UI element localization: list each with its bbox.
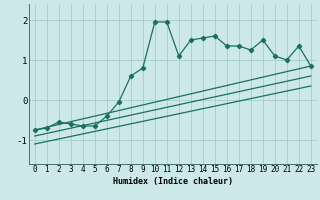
X-axis label: Humidex (Indice chaleur): Humidex (Indice chaleur)	[113, 177, 233, 186]
